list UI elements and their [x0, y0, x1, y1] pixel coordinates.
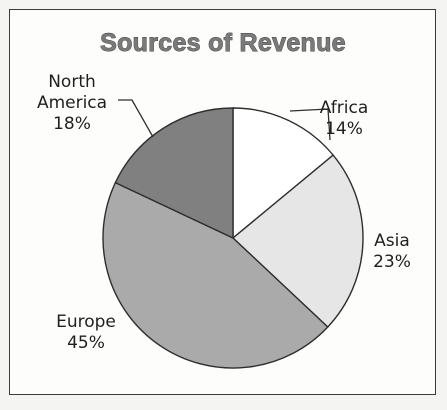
slice-label-africa: Africa 14% [320, 98, 369, 139]
slice-labels: Africa 14% Asia 23% Europe 45% North America 18% [37, 72, 411, 353]
slice-label-north-america: North America 18% [37, 72, 107, 134]
slice-value-asia: 23% [373, 252, 411, 272]
slice-name-line: Europe [56, 312, 116, 332]
pie-slice-europe [102, 181, 329, 369]
slice-name-line: America [37, 93, 107, 113]
pie-slice-africa [232, 107, 335, 240]
slice-value-africa: 14% [325, 119, 363, 139]
slice-name-line: Asia [374, 231, 410, 251]
pie-slice-north-america [114, 107, 234, 240]
slice-label-asia: Asia 23% [373, 231, 411, 272]
chart-title: Sources of Revenue [100, 29, 346, 57]
slice-value-europe: 45% [67, 333, 105, 353]
leader-line-north-america [118, 99, 154, 138]
pie-slice-asia [231, 154, 364, 328]
pie-slices [102, 107, 364, 369]
leader-line-africa [289, 108, 331, 141]
slice-name-line: Africa [320, 98, 369, 118]
slice-label-europe: Europe 45% [56, 312, 116, 353]
leader-lines [118, 99, 331, 141]
slice-value-north-america: 18% [53, 114, 91, 134]
slice-name-line: North [48, 72, 96, 92]
